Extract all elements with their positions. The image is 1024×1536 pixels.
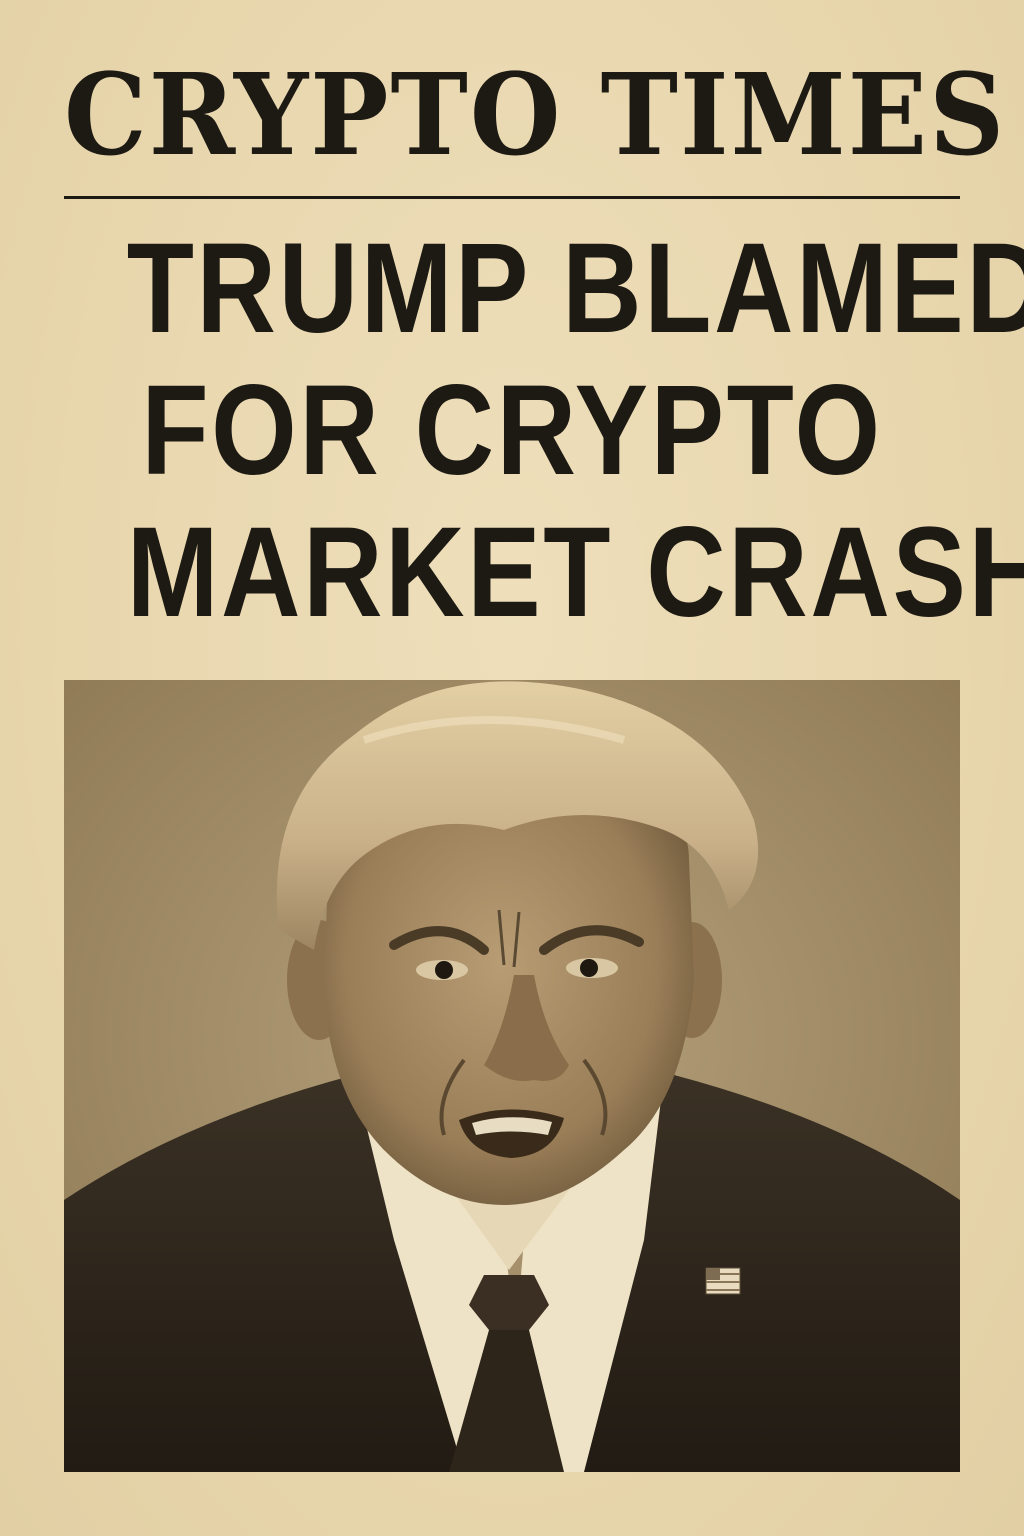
masthead-divider: [64, 196, 960, 199]
teeth: [472, 1117, 552, 1135]
hair: [276, 681, 759, 950]
headline-line-3: MARKET CRASH: [126, 501, 1024, 644]
shirt-right: [504, 1075, 664, 1472]
forehead-wrinkles: [497, 909, 521, 968]
smile-line-right: [582, 1058, 608, 1136]
hair-highlight: [362, 716, 626, 744]
tie: [449, 1330, 564, 1472]
nose: [484, 975, 569, 1081]
portrait-photo: [64, 680, 960, 1472]
headline: TRUMP BLAMED FOR CRYPTO MARKET CRASH: [64, 217, 1024, 644]
smile-line-left: [439, 1058, 466, 1136]
headline-line-2: FOR CRYPTO: [141, 359, 883, 502]
pupil-right: [580, 959, 598, 977]
pupil-left: [435, 961, 453, 979]
masthead-title: CRYPTO TIMES: [64, 48, 1007, 181]
flag-canton: [706, 1268, 720, 1280]
portrait-illustration: [64, 680, 960, 1472]
tie-knot: [469, 1275, 549, 1330]
brow-right: [539, 925, 644, 955]
brow-left: [389, 926, 489, 955]
headline-line-1: TRUMP BLAMED: [126, 217, 1024, 360]
